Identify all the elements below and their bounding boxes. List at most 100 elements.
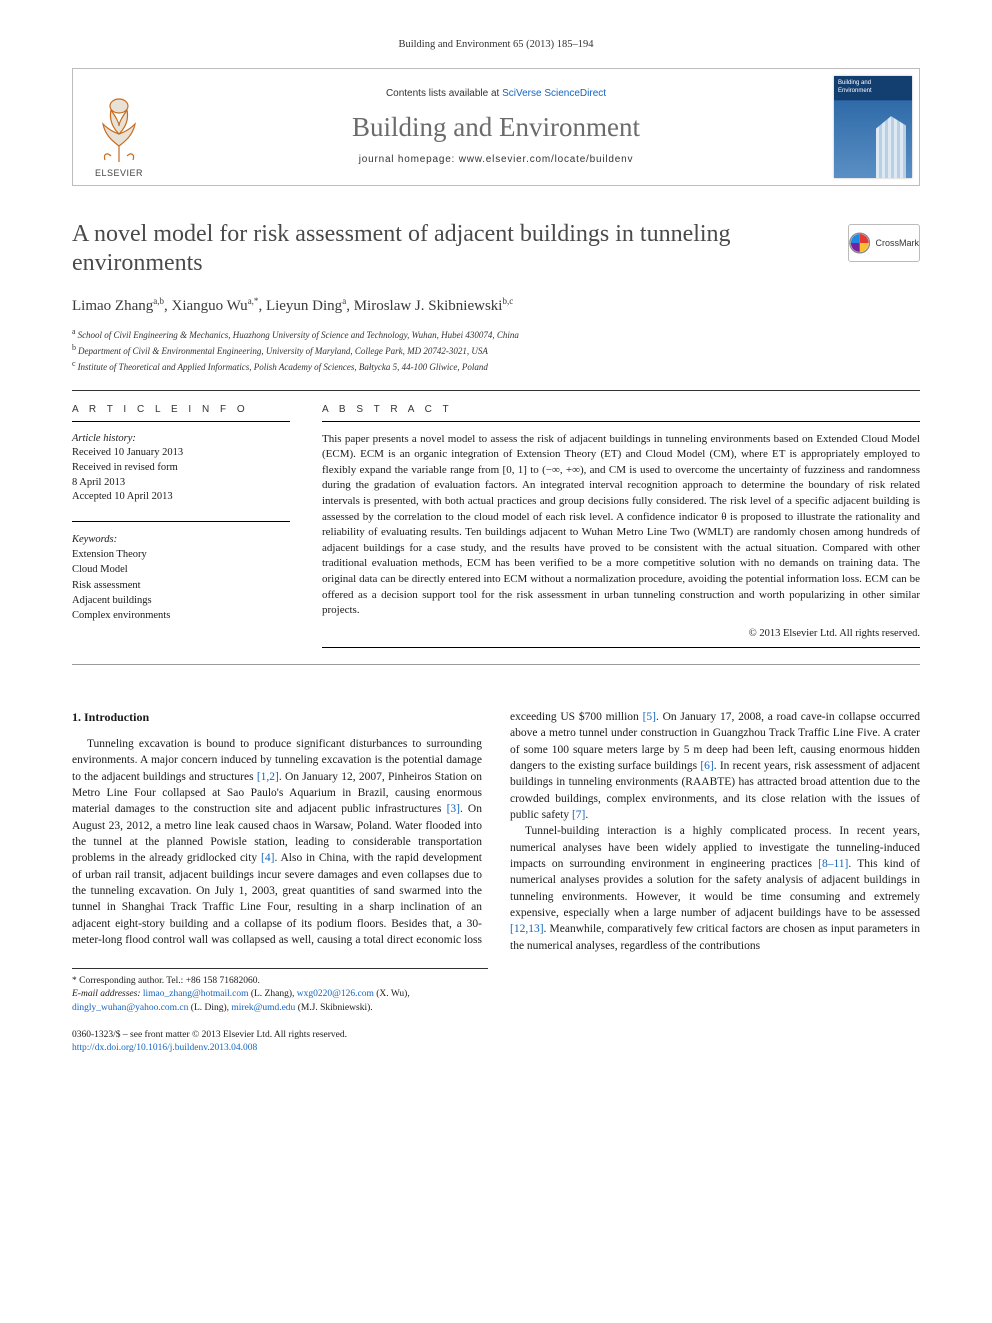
footnotes: * Corresponding author. Tel.: +86 158 71… bbox=[72, 968, 488, 1015]
affiliation-b: bDepartment of Civil & Environmental Eng… bbox=[72, 342, 920, 358]
doi-link[interactable]: http://dx.doi.org/10.1016/j.buildenv.201… bbox=[72, 1043, 257, 1053]
journal-cover-thumb: Building and Environment bbox=[834, 76, 912, 178]
keyword-1: Extension Theory bbox=[72, 547, 290, 562]
keyword-2: Cloud Model bbox=[72, 562, 290, 577]
kw-rule bbox=[72, 521, 290, 522]
p3c: . Meanwhile, comparatively few critical … bbox=[510, 923, 920, 951]
crossmark-badge[interactable]: CrossMark bbox=[848, 224, 920, 262]
article-info-column: A R T I C L E I N F O Article history: R… bbox=[72, 403, 290, 658]
homepage-prefix: journal homepage: bbox=[359, 154, 459, 165]
aff-b-text: Department of Civil & Environmental Engi… bbox=[78, 346, 488, 356]
section-1-heading: 1. Introduction bbox=[72, 709, 482, 726]
keyword-4: Adjacent buildings bbox=[72, 593, 290, 608]
affiliations: aSchool of Civil Engineering & Mechanics… bbox=[72, 326, 920, 374]
abs-rule bbox=[322, 421, 920, 422]
journal-name: Building and Environment bbox=[169, 109, 823, 145]
author-1-name: Limao Zhang bbox=[72, 298, 153, 314]
article-info-head: A R T I C L E I N F O bbox=[72, 403, 290, 417]
contents-prefix: Contents lists available at bbox=[386, 88, 502, 99]
keywords-block: Keywords: Extension Theory Cloud Model R… bbox=[72, 532, 290, 623]
aff-a-sup: a bbox=[72, 327, 76, 336]
corresponding-author: * Corresponding author. Tel.: +86 158 71… bbox=[72, 975, 488, 988]
history-line-3: 8 April 2013 bbox=[72, 476, 290, 491]
email-3[interactable]: dingly_wuhan@yahoo.com.cn bbox=[72, 1003, 188, 1013]
author-1: Limao Zhanga,b bbox=[72, 298, 164, 314]
elsevier-logo: ELSEVIER bbox=[80, 79, 158, 179]
aff-c-sup: c bbox=[72, 359, 76, 368]
ref-link-7[interactable]: [7] bbox=[572, 809, 585, 821]
affiliation-a: aSchool of Civil Engineering & Mechanics… bbox=[72, 326, 920, 342]
publisher-name: ELSEVIER bbox=[95, 167, 143, 179]
history-label: Article history: bbox=[72, 432, 290, 447]
aff-a-text: School of Civil Engineering & Mechanics,… bbox=[78, 330, 519, 340]
p2d: . bbox=[585, 809, 588, 821]
affiliation-c: cInstitute of Theoretical and Applied In… bbox=[72, 358, 920, 374]
abstract-text: This paper presents a novel model to ass… bbox=[322, 432, 920, 619]
keyword-3: Risk assessment bbox=[72, 578, 290, 593]
corr-label: * Corresponding author. Tel.: bbox=[72, 976, 186, 986]
email-label: E-mail addresses: bbox=[72, 989, 143, 999]
publisher-logo-cell: ELSEVIER bbox=[73, 69, 165, 185]
aff-c-text: Institute of Theoretical and Applied Inf… bbox=[78, 362, 488, 372]
journal-banner: ELSEVIER Contents lists available at Sci… bbox=[72, 68, 920, 186]
intro-para-2: Tunnel-building interaction is a highly … bbox=[510, 823, 920, 954]
running-head: Building and Environment 65 (2013) 185–1… bbox=[72, 38, 920, 52]
email-addresses: E-mail addresses: limao_zhang@hotmail.co… bbox=[72, 988, 488, 1015]
journal-homepage-line: journal homepage: www.elsevier.com/locat… bbox=[169, 153, 823, 167]
sciencedirect-link[interactable]: SciVerse ScienceDirect bbox=[502, 88, 606, 99]
history-line-1: Received 10 January 2013 bbox=[72, 446, 290, 461]
abs-bottom-rule bbox=[322, 647, 920, 648]
divider-mid bbox=[72, 664, 920, 665]
ref-link-1-2[interactable]: [1,2] bbox=[257, 771, 279, 783]
email-4[interactable]: mirek@umd.edu bbox=[231, 1003, 295, 1013]
author-2-name: Xianguo Wu bbox=[171, 298, 247, 314]
banner-center: Contents lists available at SciVerse Sci… bbox=[165, 69, 827, 185]
abstract-head: A B S T R A C T bbox=[322, 403, 920, 417]
history-line-4: Accepted 10 April 2013 bbox=[72, 490, 290, 505]
author-3: Lieyun Dinga bbox=[266, 298, 346, 314]
email-4-who: (M.J. Skibniewski). bbox=[298, 1003, 373, 1013]
author-2: Xianguo Wua,* bbox=[171, 298, 258, 314]
author-4: Miroslaw J. Skibniewskib,c bbox=[354, 298, 514, 314]
author-2-sup: a,* bbox=[248, 296, 259, 306]
crossmark-label: CrossMark bbox=[875, 237, 919, 249]
copyright-line: © 2013 Elsevier Ltd. All rights reserved… bbox=[322, 627, 920, 641]
email-2[interactable]: wxg0220@126.com bbox=[297, 989, 374, 999]
divider-top bbox=[72, 390, 920, 391]
corr-phone: +86 158 71682060. bbox=[186, 976, 260, 986]
author-3-sup: a bbox=[342, 296, 346, 306]
keyword-5: Complex environments bbox=[72, 608, 290, 623]
front-matter-line: 0360-1323/$ – see front matter © 2013 El… bbox=[72, 1029, 920, 1042]
cover-text-1: Building and bbox=[838, 79, 871, 87]
email-3-who: (L. Ding) bbox=[191, 1003, 227, 1013]
homepage-url: www.elsevier.com/locate/buildenv bbox=[459, 154, 634, 165]
bottom-meta: 0360-1323/$ – see front matter © 2013 El… bbox=[72, 1029, 920, 1056]
ref-link-12-13[interactable]: [12,13] bbox=[510, 923, 544, 935]
cover-text-2: Environment bbox=[838, 87, 872, 95]
authors-line: Limao Zhanga,b, Xianguo Wua,*, Lieyun Di… bbox=[72, 295, 920, 316]
cover-cell: Building and Environment bbox=[827, 69, 919, 185]
ref-link-4[interactable]: [4] bbox=[261, 852, 274, 864]
author-1-sup: a,b bbox=[153, 296, 164, 306]
author-4-name: Miroslaw J. Skibniewski bbox=[354, 298, 503, 314]
body-columns: 1. Introduction Tunneling excavation is … bbox=[72, 709, 920, 954]
ref-link-3[interactable]: [3] bbox=[447, 803, 460, 815]
article-history: Article history: Received 10 January 201… bbox=[72, 432, 290, 505]
contents-line: Contents lists available at SciVerse Sci… bbox=[169, 87, 823, 101]
ref-link-8-11[interactable]: [8–11] bbox=[818, 858, 848, 870]
email-1[interactable]: limao_zhang@hotmail.com bbox=[143, 989, 249, 999]
aff-b-sup: b bbox=[72, 343, 76, 352]
elsevier-tree-icon bbox=[89, 98, 149, 164]
ref-link-5[interactable]: [5] bbox=[643, 711, 656, 723]
ref-link-6[interactable]: [6] bbox=[700, 760, 713, 772]
author-4-sup: b,c bbox=[502, 296, 513, 306]
keywords-label: Keywords: bbox=[72, 532, 290, 547]
history-line-2: Received in revised form bbox=[72, 461, 290, 476]
info-rule bbox=[72, 421, 290, 422]
email-2-who: (X. Wu) bbox=[376, 989, 407, 999]
abstract-column: A B S T R A C T This paper presents a no… bbox=[322, 403, 920, 658]
email-1-who: (L. Zhang) bbox=[251, 989, 292, 999]
article-title: A novel model for risk assessment of adj… bbox=[72, 220, 834, 279]
crossmark-icon bbox=[849, 232, 870, 254]
author-3-name: Lieyun Ding bbox=[266, 298, 342, 314]
